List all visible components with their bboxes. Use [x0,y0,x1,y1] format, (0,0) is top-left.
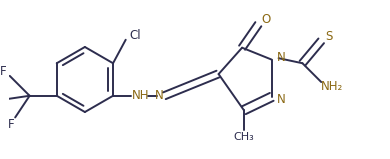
Text: N: N [277,51,286,64]
Text: N: N [154,89,163,102]
Text: N: N [277,93,286,106]
Text: S: S [326,30,333,43]
Text: Cl: Cl [129,29,140,42]
Text: F: F [0,65,7,78]
Text: O: O [262,13,271,26]
Text: NH₂: NH₂ [321,80,343,93]
Text: CH₃: CH₃ [234,132,254,142]
Text: NH: NH [131,89,149,102]
Text: F: F [7,118,14,131]
